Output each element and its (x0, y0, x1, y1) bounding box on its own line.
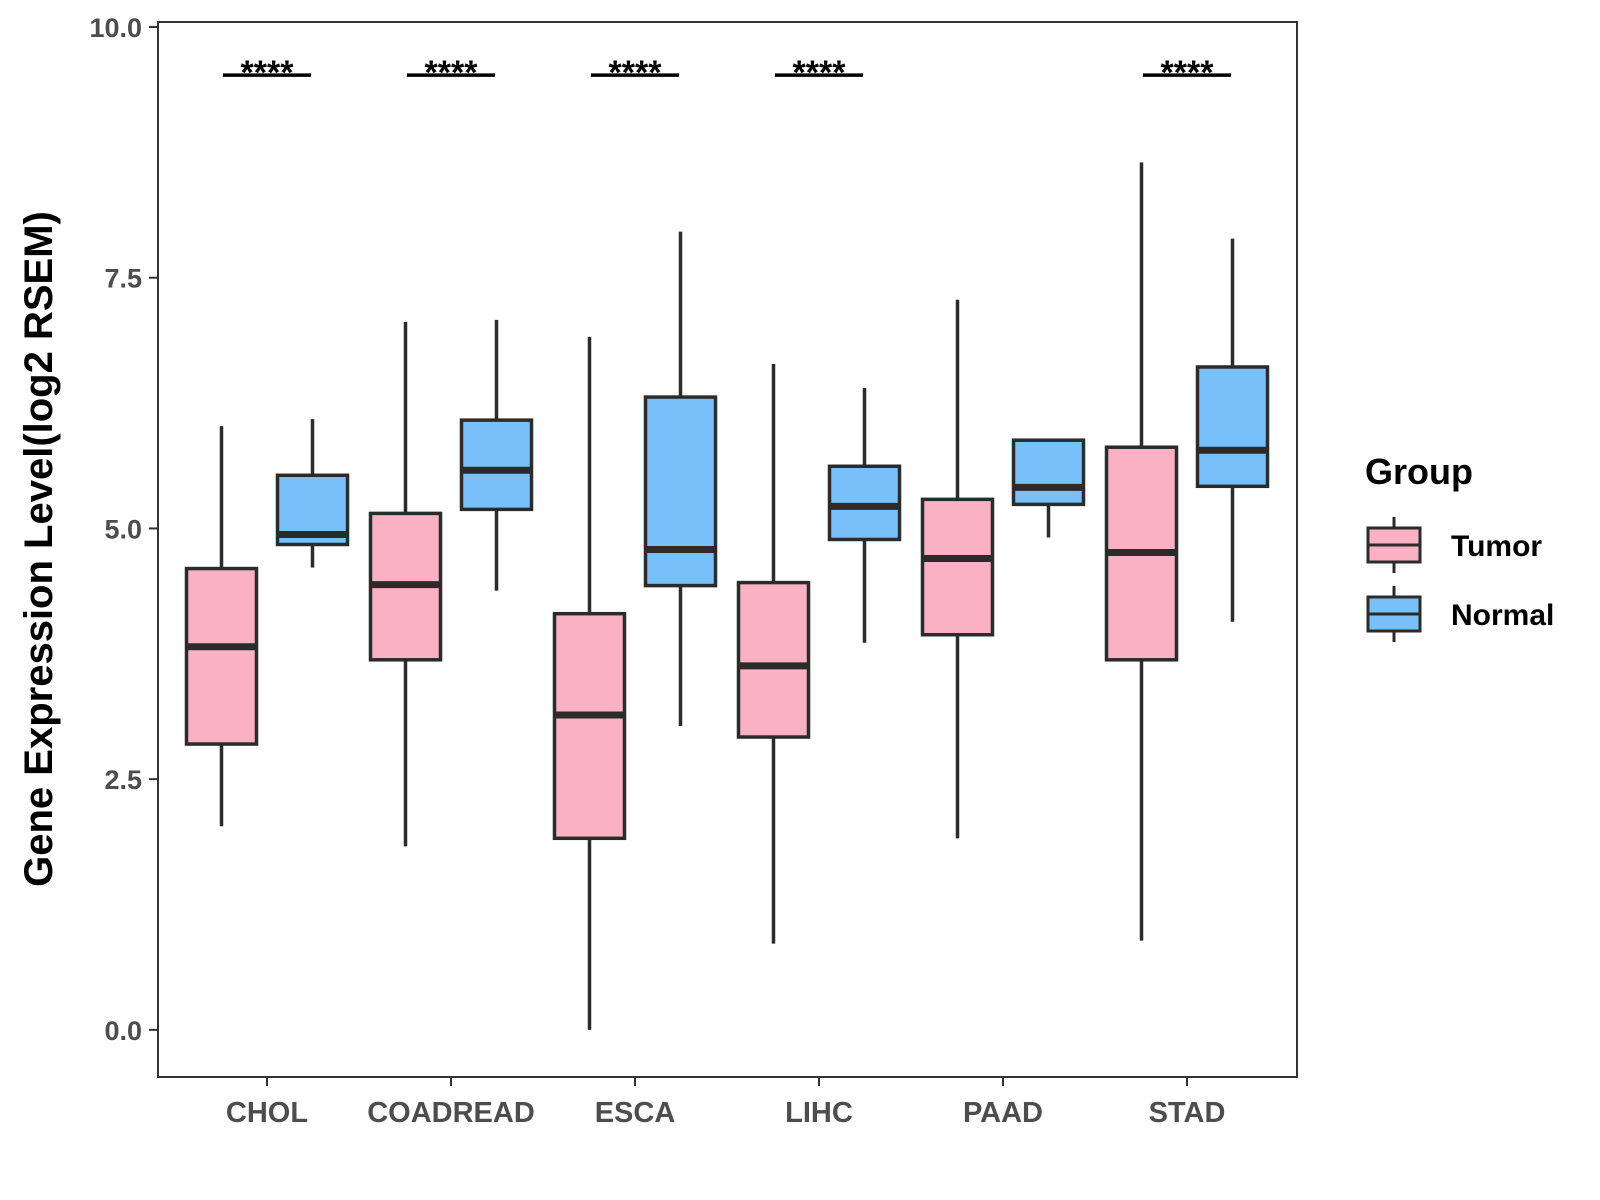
significance-layer: **** **** **** **** **** (223, 54, 1231, 92)
y-axis-title: Gene Expression Level(log2 RSEM) (17, 211, 61, 887)
box-normal (1195, 238, 1270, 622)
y-axis-ticks: 0.0 2.5 5.0 7.5 10.0 (89, 13, 158, 1046)
x-tick-label: CHOL (226, 1097, 308, 1129)
box-normal (643, 231, 718, 727)
box-body (736, 580, 811, 739)
y-tick-label: 0.0 (104, 1016, 142, 1046)
box-tumor (736, 363, 811, 944)
x-tick-label: STAD (1149, 1097, 1226, 1129)
box-normal (459, 319, 534, 591)
box-tumor (920, 299, 995, 839)
box-tumor (368, 321, 443, 847)
x-tick-label: LIHC (785, 1097, 853, 1129)
legend: Tumor Normal (1366, 517, 1554, 642)
significance-label: **** (425, 54, 479, 92)
box-body (920, 497, 995, 637)
box-tumor (552, 336, 627, 1030)
legend-label: Tumor (1451, 530, 1542, 563)
legend-title: Group (1365, 451, 1473, 492)
significance-label: **** (1161, 54, 1215, 92)
box-body (1011, 438, 1086, 507)
box-tumor (184, 426, 259, 827)
box-body (552, 611, 627, 841)
box-normal (275, 419, 350, 568)
box-body (459, 418, 534, 512)
box-layer (184, 162, 1270, 1030)
x-tick-label: ESCA (595, 1097, 676, 1129)
x-tick-label: PAAD (963, 1097, 1043, 1129)
significance-label: **** (793, 54, 847, 92)
plot-panel-border (157, 21, 1298, 1078)
box-body (184, 566, 259, 746)
y-axis-title-group: Gene Expression Level(log2 RSEM) (17, 211, 61, 887)
box-normal (827, 388, 902, 643)
box-tumor (1104, 162, 1179, 941)
box-body (827, 464, 902, 542)
y-tick-label: 10.0 (89, 13, 142, 43)
box-body (643, 395, 718, 588)
y-tick-label: 5.0 (104, 514, 142, 544)
significance-label: **** (241, 54, 295, 92)
box-normal (1011, 438, 1086, 538)
legend-label: Normal (1451, 599, 1554, 632)
y-tick-label: 7.5 (104, 264, 142, 294)
x-tick-label: COADREAD (367, 1097, 535, 1129)
legend-item-tumor: Tumor (1366, 517, 1542, 573)
significance-label: **** (609, 54, 663, 92)
legend-title-group: Group (1365, 451, 1473, 492)
legend-item-normal: Normal (1366, 586, 1554, 642)
x-axis-ticks: CHOL COADREAD ESCA LIHC PAAD STAD (226, 1077, 1225, 1129)
y-tick-label: 2.5 (104, 765, 142, 795)
box-body (1195, 365, 1270, 489)
